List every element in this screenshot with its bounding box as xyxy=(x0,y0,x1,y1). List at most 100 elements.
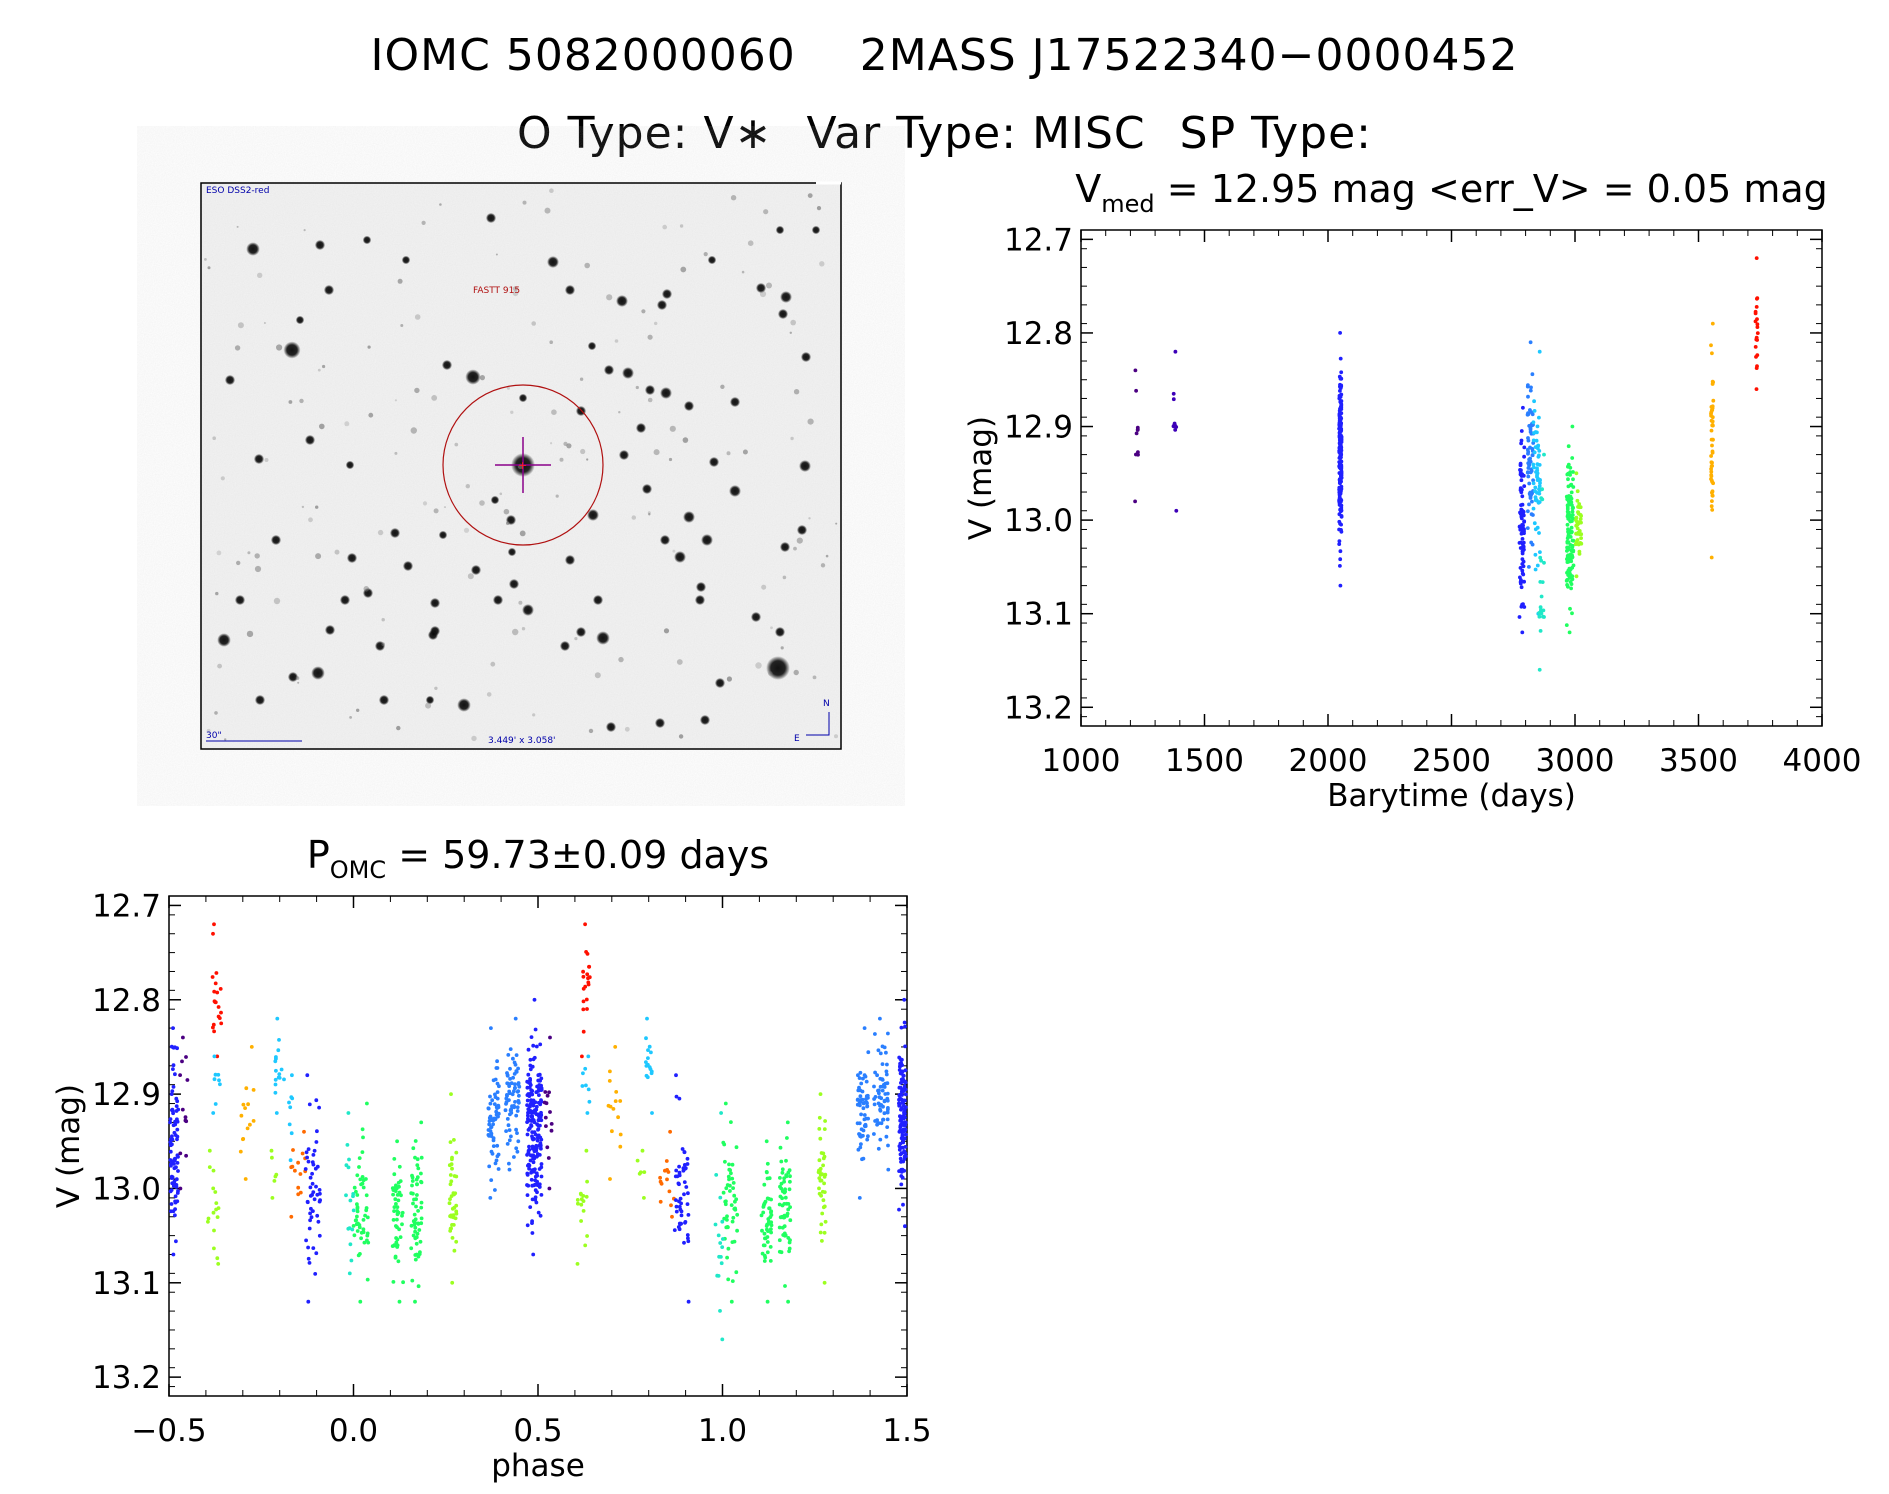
phase-point xyxy=(780,1225,785,1230)
phase-point xyxy=(512,1155,516,1159)
phase-point xyxy=(584,1148,589,1153)
lightcurve-point xyxy=(1338,557,1343,562)
phase-point xyxy=(508,1066,512,1071)
phase-point xyxy=(393,1255,398,1260)
phase-point xyxy=(490,1118,494,1122)
phase-point xyxy=(716,1233,721,1238)
phase-point xyxy=(513,1085,517,1090)
phase-point xyxy=(581,986,586,991)
lightcurve-point xyxy=(1527,565,1531,569)
phase-point xyxy=(865,1104,869,1109)
phase-point xyxy=(729,1299,734,1304)
lightcurve-point xyxy=(1567,498,1572,503)
phase-point xyxy=(649,1071,654,1076)
phase-point xyxy=(727,1177,731,1182)
phase-point xyxy=(719,1111,723,1115)
phase-point xyxy=(413,1225,418,1230)
phase-ytick-label: 12.7 xyxy=(92,888,161,924)
lightcurve-point xyxy=(1566,444,1571,449)
phase-point xyxy=(511,1056,515,1061)
phase-point xyxy=(181,1035,185,1040)
phase-point xyxy=(535,1183,540,1188)
lightcurve-point xyxy=(1337,492,1342,496)
phase-point xyxy=(315,1129,319,1134)
phase-point xyxy=(526,1163,530,1168)
lightcurve-point xyxy=(1754,387,1759,391)
lightcurve-point xyxy=(1578,513,1583,517)
phase-point xyxy=(724,1225,729,1230)
phase-point xyxy=(818,1230,823,1235)
phase-point xyxy=(289,1214,294,1219)
phase-point xyxy=(251,1088,256,1092)
phase-point xyxy=(885,1110,890,1114)
phase-point xyxy=(410,1183,414,1188)
phase-point xyxy=(877,1091,881,1096)
phase-point xyxy=(169,1163,173,1168)
lightcurve-point xyxy=(1711,398,1716,403)
phase-point xyxy=(525,1173,530,1177)
phase-point xyxy=(786,1202,791,1206)
phase-point xyxy=(581,1209,586,1213)
lightcurve-point xyxy=(1520,537,1525,541)
phase-point xyxy=(412,1219,417,1223)
phase-point xyxy=(646,1056,650,1060)
lightcurve-point xyxy=(1578,517,1583,521)
lightcurve-point xyxy=(1532,409,1537,413)
phase-point xyxy=(735,1228,739,1233)
lightcurve-point xyxy=(1537,491,1542,496)
phase-point xyxy=(898,1156,903,1161)
lightcurve-point xyxy=(1529,540,1534,545)
phase-point xyxy=(658,1175,662,1180)
phase-point xyxy=(780,1196,784,1201)
phase-point xyxy=(618,1132,623,1137)
lightcurve-point xyxy=(1339,435,1344,440)
phase-point xyxy=(514,1053,519,1057)
phase-point xyxy=(859,1134,863,1139)
phase-ytick-label: 13.2 xyxy=(92,1360,161,1396)
lightcurve-point xyxy=(1535,430,1539,435)
phase-point xyxy=(314,1184,318,1189)
phase-point xyxy=(764,1224,769,1228)
phase-point xyxy=(531,1043,536,1048)
phase-point xyxy=(513,1082,517,1087)
phase-point xyxy=(765,1161,770,1166)
phase-xtick-label: −0.5 xyxy=(131,1413,206,1449)
phase-point xyxy=(822,1181,826,1186)
lightcurve-point xyxy=(1528,493,1533,497)
lightcurve-point xyxy=(1339,508,1343,513)
phase-point xyxy=(244,1086,249,1091)
phase-point xyxy=(277,1038,281,1042)
phase-xtick-label: 0.0 xyxy=(329,1413,378,1449)
phase-point xyxy=(646,1048,650,1052)
phase-point xyxy=(819,1222,824,1227)
lightcurve-point xyxy=(1338,415,1343,420)
lightcurve-point xyxy=(1534,438,1539,443)
lightcurve-point xyxy=(1577,552,1582,556)
phase-point xyxy=(903,1145,908,1149)
lightcurve-point xyxy=(1565,545,1570,550)
phase-point xyxy=(310,1160,315,1165)
lightcurve-xtick-label: 2000 xyxy=(1289,743,1368,779)
phase-point xyxy=(762,1231,767,1236)
lightcurve-point xyxy=(1755,338,1759,342)
phase-point xyxy=(538,1102,543,1107)
phase-point xyxy=(780,1170,785,1175)
phase-point xyxy=(855,1097,860,1102)
lightcurve-point xyxy=(1570,456,1575,460)
lightcurve-point xyxy=(1519,604,1524,609)
lightcurve-title-main: V xyxy=(1075,167,1101,211)
phase-point xyxy=(308,1175,313,1180)
phase-point xyxy=(534,1148,539,1153)
phase-point xyxy=(682,1150,687,1155)
phase-point xyxy=(213,1072,218,1077)
phase-point xyxy=(248,1122,252,1127)
lightcurve-point xyxy=(1709,454,1713,458)
lightcurve-point xyxy=(1525,384,1530,389)
phase-point xyxy=(585,1179,589,1184)
phase-ytick-label: 13.1 xyxy=(92,1266,161,1302)
phase-point xyxy=(762,1243,767,1248)
lightcurve-point xyxy=(1709,504,1714,509)
phase-point xyxy=(216,1005,221,1009)
phase-point xyxy=(786,1236,791,1240)
lightcurve-point xyxy=(1520,525,1525,529)
